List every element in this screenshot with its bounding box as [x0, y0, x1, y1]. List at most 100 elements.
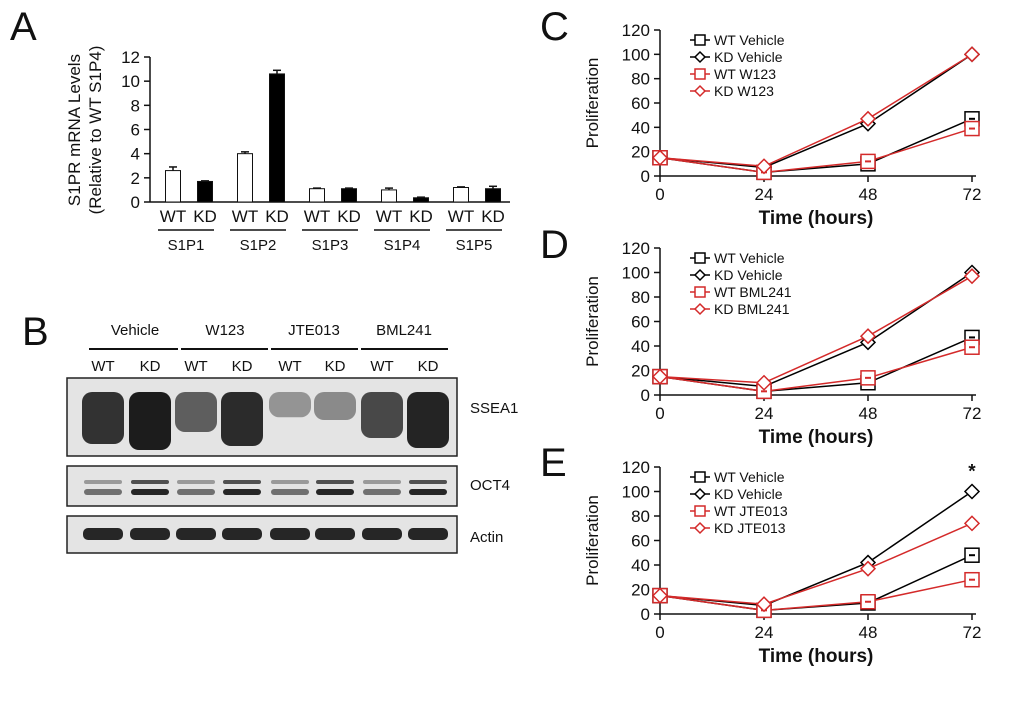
actin-band	[130, 528, 170, 540]
x-axis-title: Time (hours)	[759, 646, 874, 667]
xtick-label: 48	[859, 185, 878, 204]
oct4-band-upper	[177, 480, 215, 484]
ssea1-band	[361, 392, 403, 438]
actin-band	[270, 528, 310, 540]
legend-label-kd-vehicle: KD Vehicle	[714, 267, 783, 283]
x-axis-title: Time (hours)	[759, 208, 874, 229]
bar-kd-s1p5	[485, 188, 501, 203]
band-label-ssea1: SSEA1	[470, 400, 518, 417]
ytick-label: 0	[641, 167, 650, 186]
actin-band	[315, 528, 355, 540]
ytick-label: 20	[631, 581, 650, 600]
series-line-kd-vehicle	[659, 271, 973, 388]
bar-kd-s1p1	[197, 180, 213, 203]
lane-label: KD	[325, 358, 346, 375]
oct4-blot	[66, 465, 458, 507]
legend-marker-kd-jte013	[693, 521, 707, 535]
legend-marker-wt-vehicle	[694, 471, 706, 483]
oct4-band-lower	[131, 489, 169, 495]
bar-label: KD	[409, 207, 433, 226]
oct4-band-upper	[131, 480, 169, 484]
xtick-label: 48	[859, 404, 878, 423]
ytick-label: 80	[631, 288, 650, 307]
legend-marker-kd-w123	[693, 84, 707, 98]
bar-label: KD	[265, 207, 289, 226]
oct4-band-upper	[84, 480, 122, 484]
ytick-label: 80	[631, 70, 650, 89]
lane-label: KD	[418, 358, 439, 375]
ssea1-band	[269, 392, 311, 418]
legend-label-wt-vehicle: WT Vehicle	[714, 32, 785, 48]
bar-wt-s1p4	[381, 189, 397, 203]
legend-marker-kd-vehicle	[693, 487, 707, 501]
panel-d-label: D	[540, 223, 569, 267]
ssea1-band	[175, 392, 217, 432]
treatment-label-bml241: BML241	[376, 322, 432, 339]
bar-kd-s1p4	[413, 197, 429, 203]
bar-label: WT	[376, 207, 402, 226]
panel-e-line-chart: E 0 20 40 60 80 100 120 0 24 48 72 Time (hours) Prol…	[540, 441, 981, 667]
bar-label: WT	[160, 207, 186, 226]
group-label-s1p2: S1P2	[240, 237, 277, 254]
series-line-kd-vehicle	[659, 53, 973, 169]
panel-a-ytick-label: 6	[131, 121, 140, 140]
legend-label-kd-w123: KD W123	[714, 83, 774, 99]
bar-kd-s1p3	[341, 188, 357, 203]
band-label-actin: Actin	[470, 529, 503, 546]
actin-band	[362, 528, 402, 540]
actin-band	[83, 528, 123, 540]
xtick-label: 72	[963, 185, 982, 204]
treatment-label-vehicle: Vehicle	[111, 322, 159, 339]
legend-marker-wt-bml241	[694, 286, 706, 298]
point-kd-jte013	[963, 515, 981, 532]
legend-marker-kd-vehicle	[693, 268, 707, 282]
significance-marker: *	[968, 462, 976, 483]
xtick-label: 0	[655, 623, 664, 642]
ytick-label: 40	[631, 118, 650, 137]
ytick-label: 120	[622, 239, 650, 258]
oct4-band-upper	[363, 480, 401, 484]
bar-label: KD	[481, 207, 505, 226]
point-kd-w123	[963, 46, 981, 63]
y-axis-title: Proliferation	[583, 58, 602, 149]
bar-wt-s1p5	[453, 187, 469, 203]
lane-label: WT	[184, 358, 207, 375]
lane-label: KD	[140, 358, 161, 375]
treatment-label-jte013: JTE013	[288, 322, 340, 339]
ytick-label: 100	[622, 264, 650, 283]
ytick-label: 40	[631, 556, 650, 575]
legend-marker-wt-w123	[694, 68, 706, 80]
ytick-label: 60	[631, 313, 650, 332]
oct4-band-lower	[409, 489, 447, 495]
xtick-label: 0	[655, 185, 664, 204]
panel-b-western-blot: B Vehicle W123 JTE013 BML241 WT KD WT KD WT K…	[22, 310, 518, 554]
panel-e-label: E	[540, 441, 567, 485]
panel-a-ylabel: S1PR mRNA Levels	[65, 54, 84, 206]
actin-band	[176, 528, 216, 540]
point-kd-jte013	[755, 596, 773, 613]
bar-label: KD	[193, 207, 217, 226]
point-kd-bml241	[963, 268, 981, 285]
oct4-band-upper	[316, 480, 354, 484]
ytick-label: 0	[641, 386, 650, 405]
panel-c-label: C	[540, 5, 569, 49]
oct4-band-lower	[363, 489, 401, 495]
ytick-label: 20	[631, 362, 650, 381]
legend-marker-wt-vehicle	[694, 252, 706, 264]
lane-label: WT	[91, 358, 114, 375]
point-kd-bml241	[651, 368, 669, 385]
y-axis-title: Proliferation	[583, 495, 602, 586]
point-kd-jte013	[859, 560, 877, 577]
band-label-oct4: OCT4	[470, 477, 510, 494]
ytick-label: 100	[622, 483, 650, 502]
ytick-label: 20	[631, 143, 650, 162]
treatment-label-w123: W123	[205, 322, 244, 339]
ssea1-band	[82, 392, 124, 444]
panel-a-ytick-label: 2	[131, 169, 140, 188]
bar-label: WT	[304, 207, 330, 226]
panel-a-ytick-label: 8	[131, 96, 140, 115]
bar-wt-s1p3	[309, 188, 325, 203]
panel-d-line-chart: D 0 20 40 60 80 100 120 0 24 48 72 Time (hours) Prol…	[540, 223, 981, 448]
x-axis-title: Time (hours)	[759, 427, 874, 448]
point-kd-w123	[651, 149, 669, 166]
